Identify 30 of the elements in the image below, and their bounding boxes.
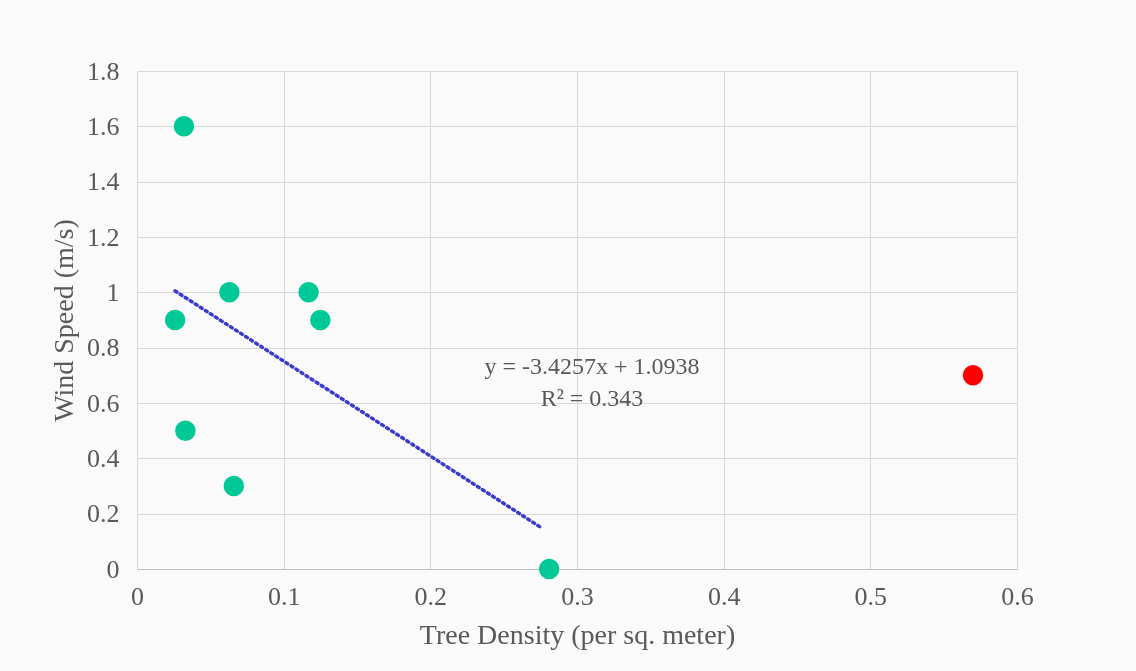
annotation: R² = 0.343 (540, 385, 644, 411)
annotation: y = -3.4257x + 1.0938 (484, 353, 700, 379)
point (173, 116, 195, 137)
point (962, 365, 984, 386)
y-tick-label: 0.4 (87, 443, 120, 473)
x-axis-title: Tree Density (per sq. meter) (419, 618, 736, 650)
point (538, 558, 560, 580)
x-tick-label: 0.2 (414, 581, 448, 611)
point (175, 420, 196, 441)
point (310, 309, 331, 331)
y-tick-label: 1.8 (87, 56, 120, 86)
x-tick-label: 0 (131, 581, 144, 611)
x-tick-label: 0.1 (267, 581, 301, 611)
y-tick-label: 1.6 (87, 111, 120, 141)
y-tick-label: 0.6 (87, 388, 120, 418)
x-tick-label: 0.6 (1001, 581, 1034, 611)
y-axis-title: Wind Speed (m/s) (48, 219, 79, 422)
x-tick-label: 0.4 (707, 581, 741, 611)
y-tick-label: 1.2 (87, 222, 120, 252)
y-tick-label: 1 (106, 277, 120, 307)
point (223, 475, 245, 497)
x-tick-label: 0.5 (854, 581, 888, 611)
point (298, 282, 319, 303)
y-tick-label: 0 (106, 554, 120, 584)
point (219, 282, 240, 303)
y-tick-label: 0.8 (87, 333, 120, 363)
point (164, 309, 186, 331)
y-tick-label: 0.2 (87, 499, 120, 529)
y-tick-label: 1.4 (87, 167, 120, 197)
x-tick-label: 0.3 (561, 581, 594, 611)
